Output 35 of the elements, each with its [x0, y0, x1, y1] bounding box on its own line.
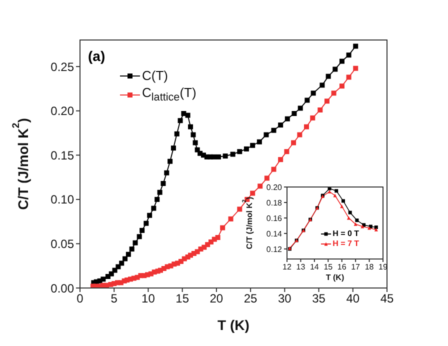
x-tick-label: 10: [142, 292, 156, 306]
x-tick-label: 30: [278, 292, 292, 306]
y-tick-label: 0.20: [50, 104, 74, 118]
legend-label: C(T): [142, 68, 168, 85]
y-tick-label: 0.25: [50, 60, 74, 74]
y-tick-label: 0.10: [50, 192, 74, 207]
x-tick-label: 35: [312, 292, 326, 306]
x-axis-title: T (K): [326, 273, 344, 282]
annotation: (a): [88, 48, 106, 64]
y-tick-label: 0.15: [50, 148, 74, 162]
x-tick-label: 15: [176, 292, 190, 306]
x-tick-label: 12: [282, 262, 292, 272]
x-tick-label: 25: [244, 292, 258, 306]
x-tick-label: 0: [76, 292, 84, 306]
x-tick-label: 15: [324, 262, 334, 272]
y-tick-label: 0.14: [266, 229, 283, 238]
x-axis-title: T (K): [218, 317, 250, 333]
legend-label: C$_{lattice}$(T): [142, 84, 196, 105]
x-tick-label: 14: [310, 262, 320, 272]
legend-label: H = 0 T: [332, 228, 360, 240]
x-tick-label: 5: [110, 292, 118, 306]
y-tick-label: 0.12: [266, 244, 283, 254]
y-tick-label: 0.05: [50, 236, 74, 251]
y-tick-label: 0.18: [266, 198, 283, 208]
x-tick-label: 45: [380, 292, 394, 306]
x-tick-label: 13: [296, 262, 306, 272]
x-tick-label: 17: [351, 262, 361, 272]
x-tick-label: 40: [346, 292, 360, 306]
y-tick-label: 0.00: [50, 281, 74, 296]
legend-label: H = 7 T: [332, 239, 360, 250]
x-tick-label: 16: [337, 262, 347, 272]
y-tick-label: 0.16: [266, 214, 283, 223]
x-tick-label: 20: [210, 292, 224, 306]
y-tick-label: 0.20: [266, 182, 283, 192]
x-tick-label: 18: [364, 262, 374, 272]
